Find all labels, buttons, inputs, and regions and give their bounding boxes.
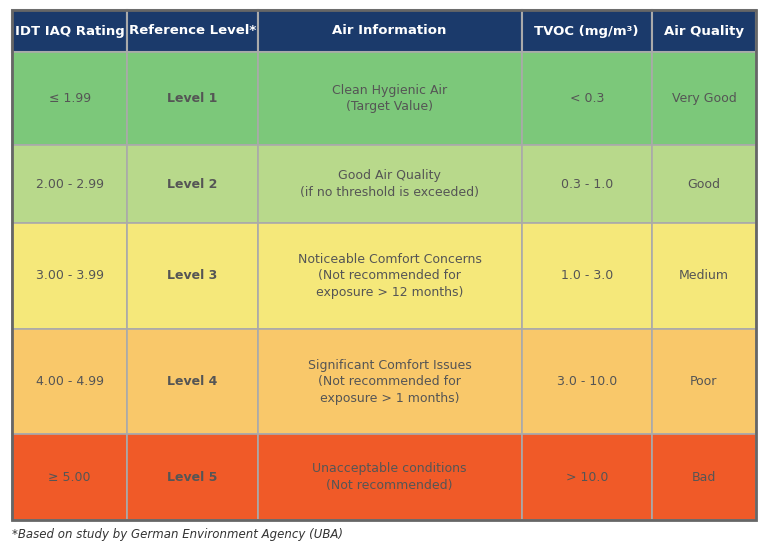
Bar (257, 434, 521, 520)
Text: Significant Comfort Issues
(Not recommended for
exposure > 1 months): Significant Comfort Issues (Not recommen… (308, 359, 472, 405)
Bar (652, 223, 756, 329)
Text: Reference Level*: Reference Level* (129, 24, 256, 38)
Text: ≥ 5.00: ≥ 5.00 (48, 471, 91, 484)
Text: ≤ 1.99: ≤ 1.99 (48, 92, 91, 105)
Text: 3.0 - 10.0: 3.0 - 10.0 (557, 375, 617, 388)
Text: > 10.0: > 10.0 (565, 471, 608, 484)
Text: Air Information: Air Information (333, 24, 447, 38)
Text: 0.3 - 1.0: 0.3 - 1.0 (561, 178, 613, 190)
Bar (127, 145, 257, 223)
Bar (652, 434, 756, 520)
Bar (257, 329, 521, 434)
Bar (127, 434, 257, 520)
Text: Level 5: Level 5 (167, 471, 217, 484)
Bar (12, 329, 127, 434)
Text: Air Quality: Air Quality (664, 24, 744, 38)
Text: TVOC (mg/m³): TVOC (mg/m³) (535, 24, 639, 38)
Text: 3.00 - 3.99: 3.00 - 3.99 (35, 269, 104, 283)
Bar (652, 329, 756, 434)
Bar (12, 223, 127, 329)
Text: < 0.3: < 0.3 (570, 92, 604, 105)
Bar (257, 10, 521, 52)
Text: Bad: Bad (692, 471, 716, 484)
Bar (127, 223, 257, 329)
Text: Level 3: Level 3 (167, 269, 217, 283)
Bar (652, 10, 756, 52)
Text: Level 4: Level 4 (167, 375, 217, 388)
Bar (12, 434, 127, 520)
Bar (127, 10, 257, 52)
Text: 4.00 - 4.99: 4.00 - 4.99 (35, 375, 104, 388)
Text: *Based on study by German Environment Agency (UBA): *Based on study by German Environment Ag… (12, 528, 343, 541)
Bar (521, 223, 652, 329)
Bar (127, 52, 257, 145)
Text: Clean Hygienic Air
(Target Value): Clean Hygienic Air (Target Value) (332, 84, 447, 113)
Text: 2.00 - 2.99: 2.00 - 2.99 (35, 178, 104, 190)
Bar (521, 145, 652, 223)
Bar (257, 52, 521, 145)
Bar (652, 52, 756, 145)
Text: Unacceptable conditions
(Not recommended): Unacceptable conditions (Not recommended… (313, 463, 467, 492)
Bar (652, 145, 756, 223)
Text: Poor: Poor (690, 375, 717, 388)
Text: IDT IAQ Rating: IDT IAQ Rating (15, 24, 124, 38)
Bar (257, 145, 521, 223)
Text: Good Air Quality
(if no threshold is exceeded): Good Air Quality (if no threshold is exc… (300, 169, 479, 199)
Bar (521, 10, 652, 52)
Bar (257, 223, 521, 329)
Text: 1.0 - 3.0: 1.0 - 3.0 (561, 269, 613, 283)
Text: Level 1: Level 1 (167, 92, 217, 105)
Text: Good: Good (687, 178, 720, 190)
Bar (127, 329, 257, 434)
Text: Level 2: Level 2 (167, 178, 217, 190)
Bar (521, 329, 652, 434)
Text: Very Good: Very Good (671, 92, 737, 105)
Bar (12, 145, 127, 223)
Text: Medium: Medium (679, 269, 729, 283)
Bar (521, 434, 652, 520)
Bar (12, 10, 127, 52)
Text: Noticeable Comfort Concerns
(Not recommended for
exposure > 12 months): Noticeable Comfort Concerns (Not recomme… (298, 253, 482, 299)
Bar (12, 52, 127, 145)
Bar (521, 52, 652, 145)
